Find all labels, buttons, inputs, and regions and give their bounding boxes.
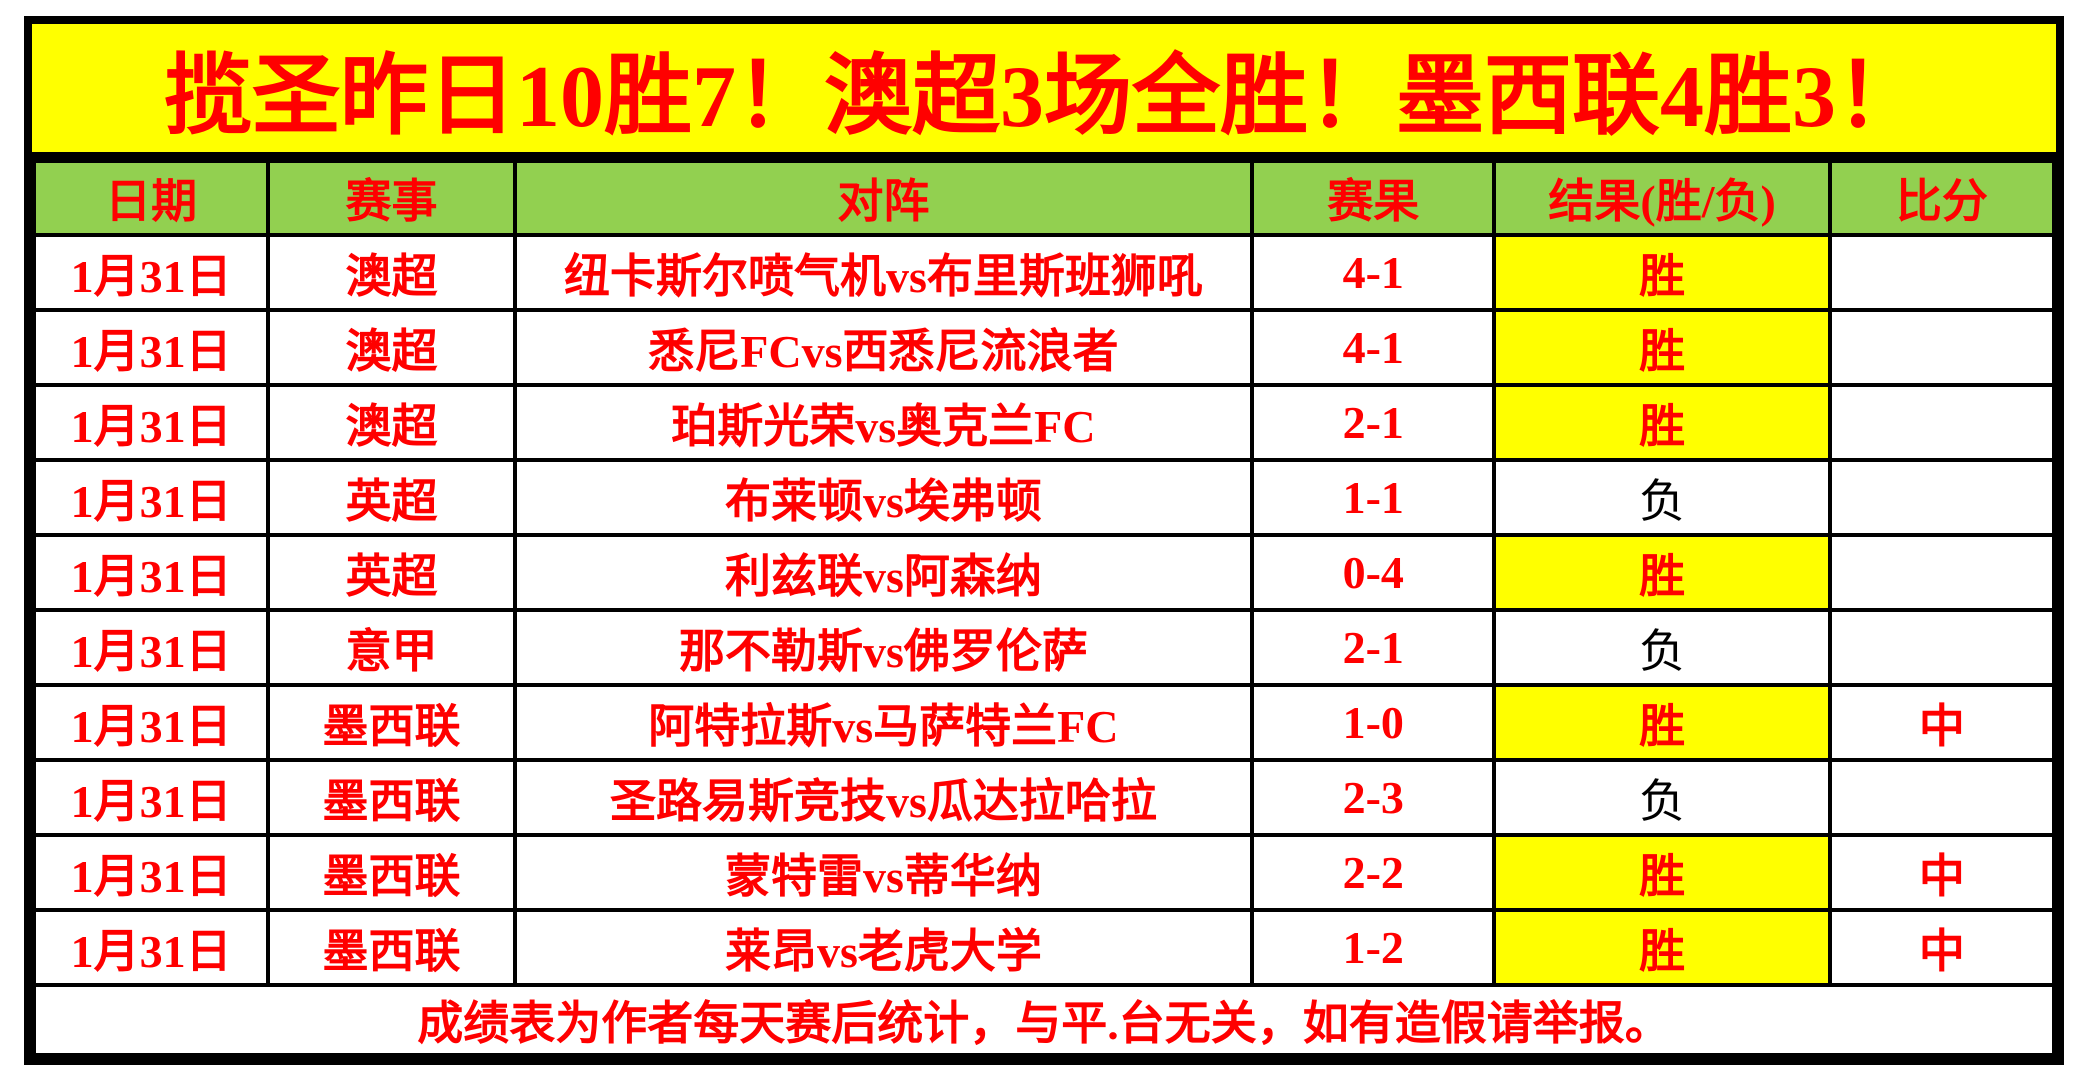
league-cell: 澳超: [266, 308, 517, 387]
date-cell: 1月31日: [31, 458, 271, 537]
hit-cell: [1827, 233, 2057, 312]
match-cell: 纽卡斯尔喷气机vs布里斯班狮吼: [512, 233, 1255, 312]
date-cell: 1月31日: [31, 908, 271, 987]
date-cell: 1月31日: [31, 833, 271, 912]
column-header-match: 对阵: [512, 159, 1255, 237]
table-row: 1月31日 澳超 悉尼FCvs西悉尼流浪者 4-1 胜: [31, 308, 2057, 387]
result-cell: 负: [1492, 758, 1832, 837]
result-cell: 负: [1492, 458, 1832, 537]
date-cell: 1月31日: [31, 683, 271, 762]
table-row: 1月31日 英超 布莱顿vs埃弗顿 1-1 负: [31, 458, 2057, 537]
table-row: 1月31日 英超 利兹联vs阿森纳 0-4 胜: [31, 533, 2057, 612]
table-header: 日期 赛事 对阵 赛果 结果(胜/负) 比分: [31, 159, 2057, 237]
table-row: 1月31日 墨西联 蒙特雷vs蒂华纳 2-2 胜 中: [31, 833, 2057, 912]
league-cell: 墨西联: [266, 833, 517, 912]
league-cell: 意甲: [266, 608, 517, 687]
date-cell: 1月31日: [31, 233, 271, 312]
result-cell: 胜: [1492, 233, 1832, 312]
match-cell: 悉尼FCvs西悉尼流浪者: [512, 308, 1255, 387]
match-cell: 那不勒斯vs佛罗伦萨: [512, 608, 1255, 687]
score-cell: 2-1: [1250, 383, 1497, 462]
match-cell: 圣路易斯竞技vs瓜达拉哈拉: [512, 758, 1255, 837]
table-row: 1月31日 意甲 那不勒斯vs佛罗伦萨 2-1 负: [31, 608, 2057, 687]
score-cell: 4-1: [1250, 233, 1497, 312]
page-title: 揽圣昨日10胜7！澳超3场全胜！墨西联4胜3！: [32, 24, 2056, 159]
league-cell: 英超: [266, 533, 517, 612]
match-cell: 利兹联vs阿森纳: [512, 533, 1255, 612]
column-header-date: 日期: [31, 159, 271, 237]
column-header-hit: 比分: [1827, 159, 2057, 237]
table-row: 1月31日 墨西联 圣路易斯竞技vs瓜达拉哈拉 2-3 负: [31, 758, 2057, 837]
footer-note: 成绩表为作者每天赛后统计，与平.台无关，如有造假请举报。: [32, 983, 2056, 1057]
hit-cell: 中: [1827, 833, 2057, 912]
table-body: 1月31日 澳超 纽卡斯尔喷气机vs布里斯班狮吼 4-1 胜 1月31日 澳超 …: [31, 233, 2057, 1057]
hit-cell: [1827, 758, 2057, 837]
hit-cell: [1827, 533, 2057, 612]
league-cell: 澳超: [266, 383, 517, 462]
date-cell: 1月31日: [31, 308, 271, 387]
result-cell: 胜: [1492, 383, 1832, 462]
league-cell: 澳超: [266, 233, 517, 312]
score-cell: 4-1: [1250, 308, 1497, 387]
league-cell: 墨西联: [266, 908, 517, 987]
hit-cell: 中: [1827, 683, 2057, 762]
results-sheet: 揽圣昨日10胜7！澳超3场全胜！墨西联4胜3！ 日期 赛事 对阵 赛果 结果(胜…: [24, 16, 2064, 1065]
date-cell: 1月31日: [31, 383, 271, 462]
match-cell: 珀斯光荣vs奥克兰FC: [512, 383, 1255, 462]
match-cell: 布莱顿vs埃弗顿: [512, 458, 1255, 537]
hit-cell: [1827, 608, 2057, 687]
table-row: 1月31日 澳超 珀斯光荣vs奥克兰FC 2-1 胜: [31, 383, 2057, 462]
header-row: 日期 赛事 对阵 赛果 结果(胜/负) 比分: [31, 159, 2057, 237]
league-cell: 墨西联: [266, 683, 517, 762]
result-cell: 胜: [1492, 308, 1832, 387]
column-header-result: 结果(胜/负): [1492, 159, 1832, 237]
score-cell: 2-3: [1250, 758, 1497, 837]
table-row: 1月31日 墨西联 阿特拉斯vs马萨特兰FC 1-0 胜 中: [31, 683, 2057, 762]
match-cell: 莱昂vs老虎大学: [512, 908, 1255, 987]
score-cell: 1-2: [1250, 908, 1497, 987]
match-cell: 蒙特雷vs蒂华纳: [512, 833, 1255, 912]
result-cell: 负: [1492, 608, 1832, 687]
league-cell: 英超: [266, 458, 517, 537]
result-cell: 胜: [1492, 833, 1832, 912]
score-cell: 2-1: [1250, 608, 1497, 687]
league-cell: 墨西联: [266, 758, 517, 837]
match-cell: 阿特拉斯vs马萨特兰FC: [512, 683, 1255, 762]
score-cell: 2-2: [1250, 833, 1497, 912]
hit-cell: 中: [1827, 908, 2057, 987]
date-cell: 1月31日: [31, 533, 271, 612]
result-cell: 胜: [1492, 683, 1832, 762]
score-cell: 0-4: [1250, 533, 1497, 612]
score-cell: 1-1: [1250, 458, 1497, 537]
result-cell: 胜: [1492, 908, 1832, 987]
table-row: 1月31日 澳超 纽卡斯尔喷气机vs布里斯班狮吼 4-1 胜: [31, 233, 2057, 312]
date-cell: 1月31日: [31, 758, 271, 837]
column-header-league: 赛事: [266, 159, 517, 237]
footer-row: 成绩表为作者每天赛后统计，与平.台无关，如有造假请举报。: [32, 983, 2056, 1057]
column-header-score: 赛果: [1250, 159, 1497, 237]
date-cell: 1月31日: [31, 608, 271, 687]
result-cell: 胜: [1492, 533, 1832, 612]
hit-cell: [1827, 383, 2057, 462]
hit-cell: [1827, 458, 2057, 537]
table-row: 1月31日 墨西联 莱昂vs老虎大学 1-2 胜 中: [31, 908, 2057, 987]
results-table: 日期 赛事 对阵 赛果 结果(胜/负) 比分 1月31日 澳超 纽卡斯尔喷气机v…: [31, 159, 2057, 1057]
score-cell: 1-0: [1250, 683, 1497, 762]
hit-cell: [1827, 308, 2057, 387]
